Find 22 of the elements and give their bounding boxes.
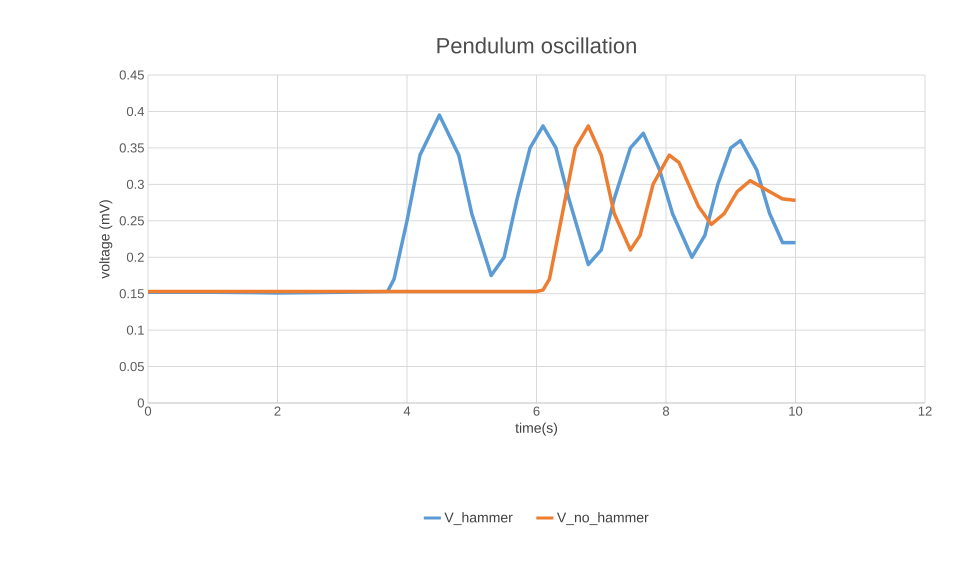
y-tick-label: 0.2 [126, 252, 144, 262]
y-tick-label: 0.15 [120, 289, 144, 298]
chart-title: Pendulum oscillation [437, 37, 636, 54]
y-axis-title: voltage (mV) [99, 200, 112, 279]
x-tick-label: 4 [404, 406, 410, 416]
legend-label: V_no_hammer [556, 512, 648, 526]
x-tick-label: 12 [918, 406, 932, 416]
y-tick-label: 0.35 [120, 143, 144, 152]
y-tick-label: 0.3 [126, 180, 144, 189]
legend-label: V_hammer [444, 512, 513, 526]
y-tick-label: 0.4 [126, 106, 144, 116]
x-tick-label: 0 [144, 406, 152, 416]
x-tick-label: 2 [274, 406, 280, 416]
x-axis-title: time(s) [515, 422, 558, 436]
y-tick-label: 0.25 [120, 216, 144, 226]
y-tick-label: 0.1 [126, 326, 144, 335]
x-tick-label: 6 [534, 406, 540, 416]
x-tick-label: 8 [662, 406, 670, 416]
x-tick-label: 10 [789, 406, 802, 416]
y-tick-label: 0.45 [120, 70, 144, 80]
y-tick-label: 0.05 [120, 362, 144, 372]
y-tick-label: 0 [138, 398, 144, 408]
